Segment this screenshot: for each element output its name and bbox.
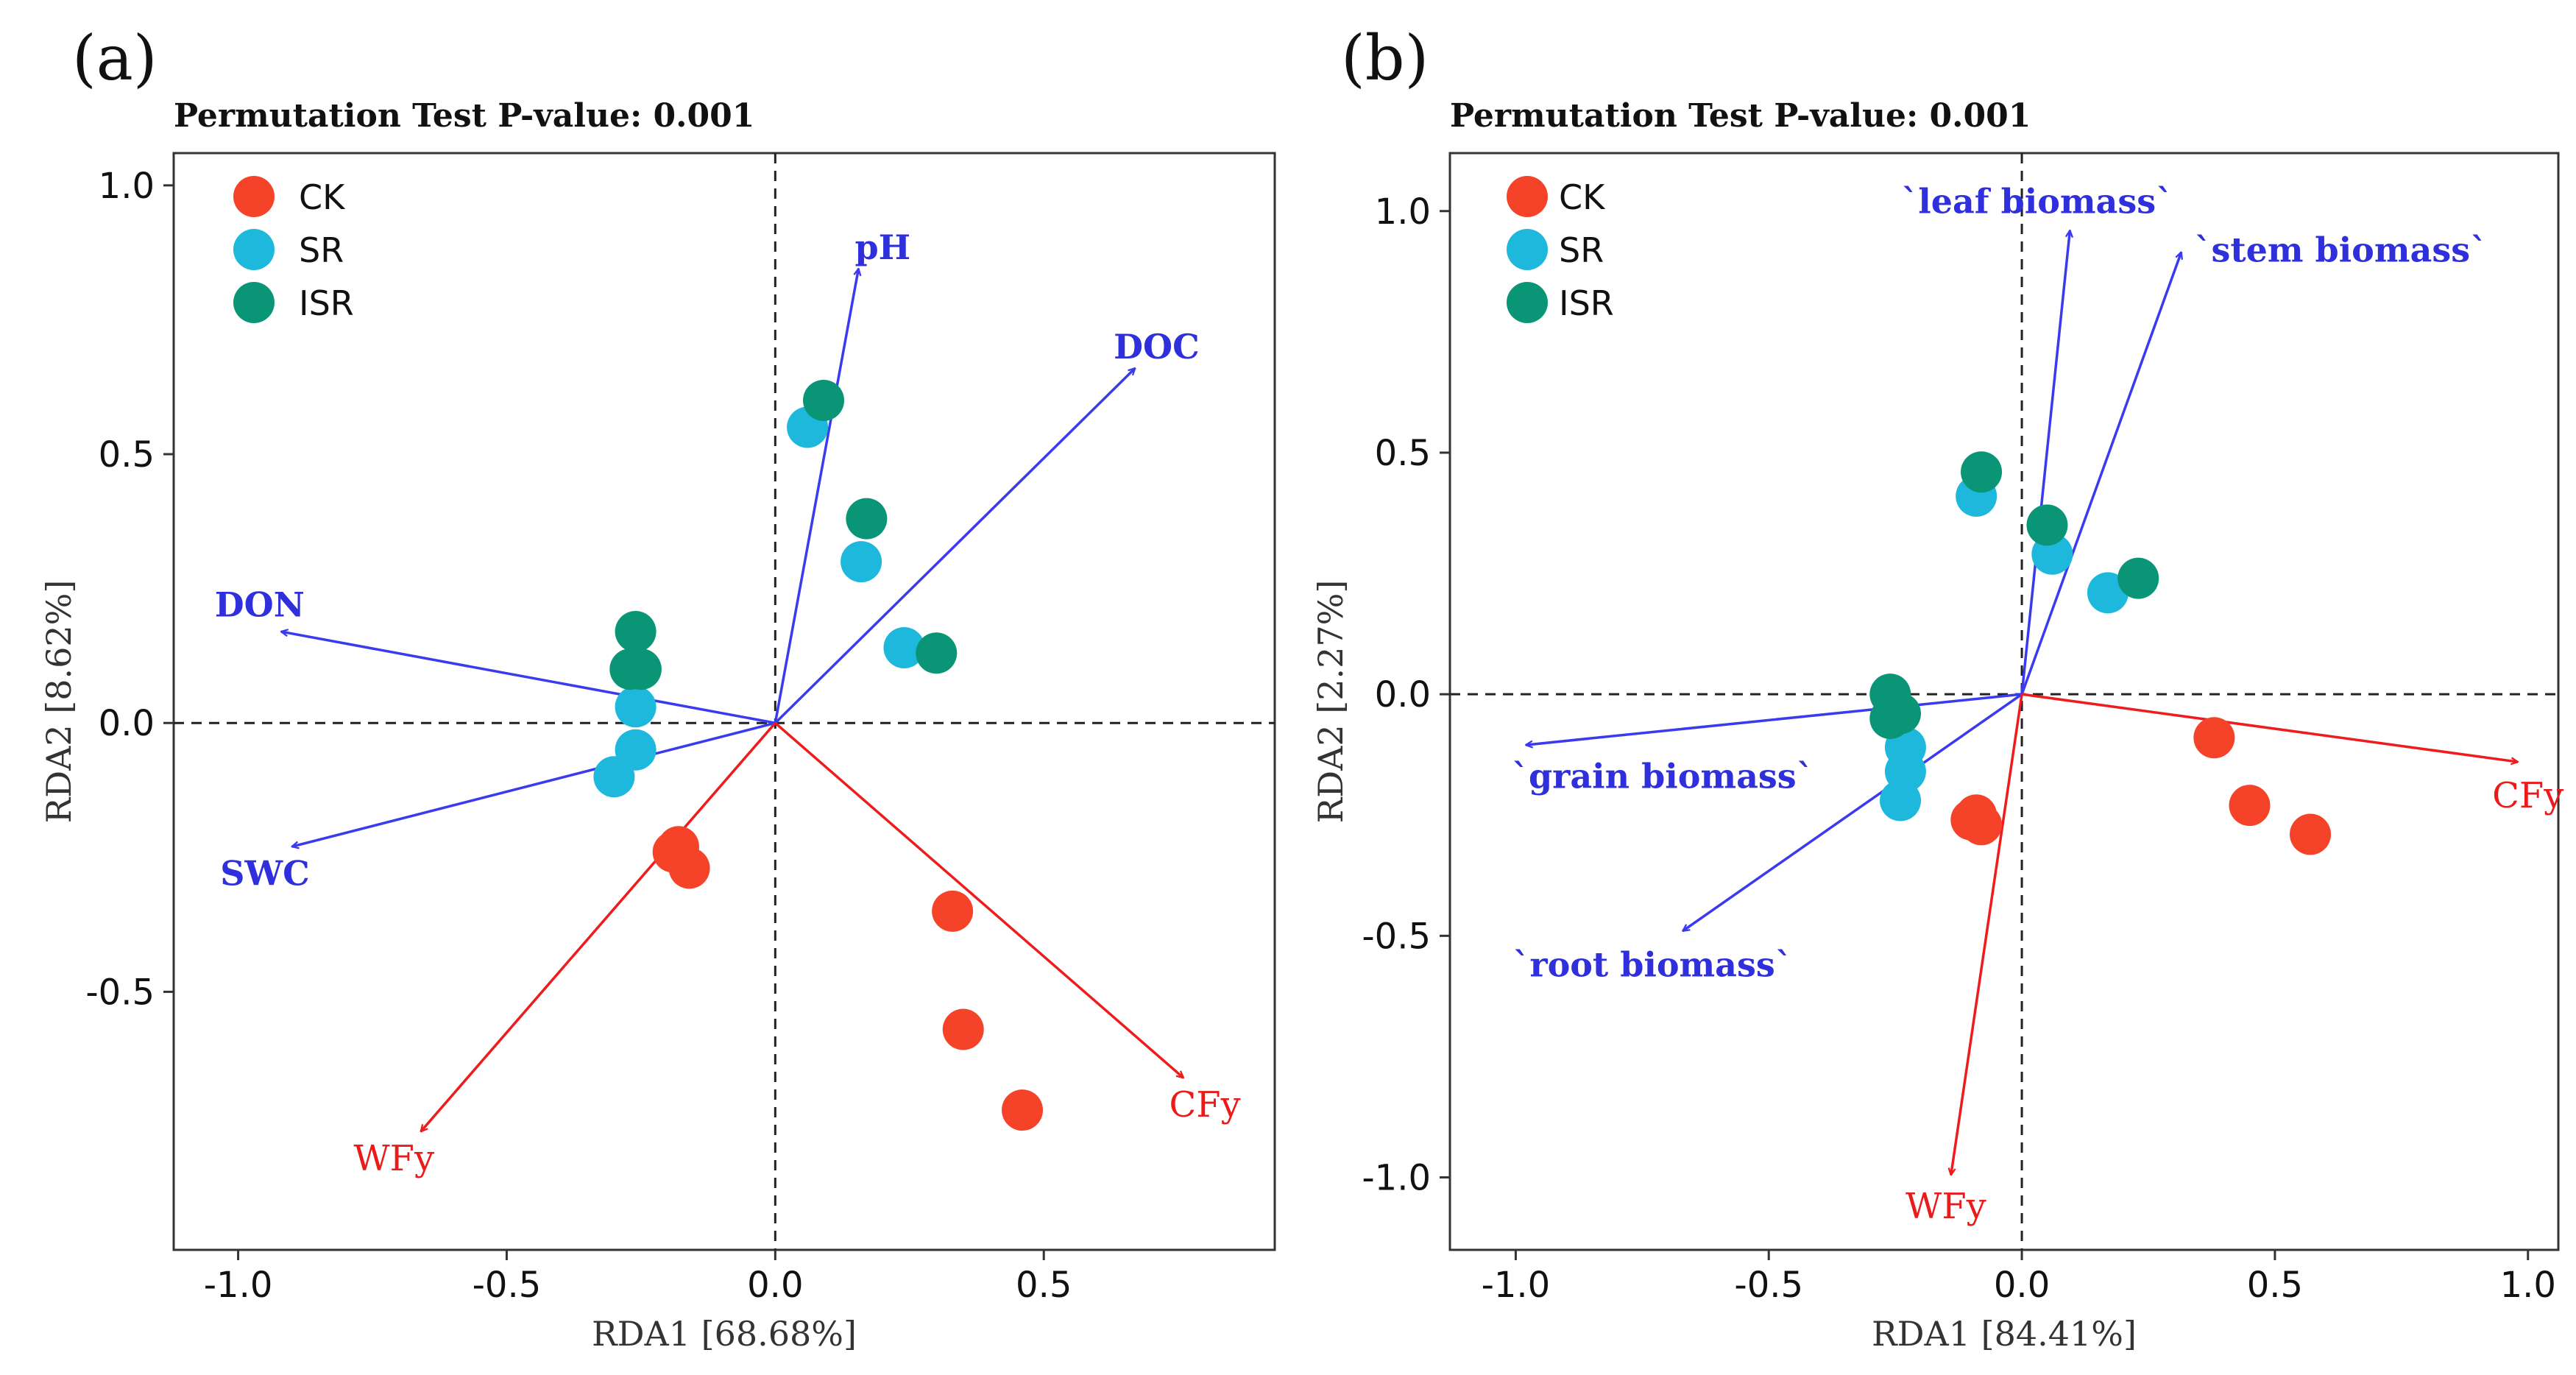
x-tick-label: 0.0: [1994, 1265, 2050, 1306]
arrow-wfy: [421, 722, 776, 1131]
panel-a-ylabel: RDA2 [8.62%]: [39, 580, 79, 824]
panel-a-points: [593, 379, 1044, 1131]
legend-ck-marker: [1507, 176, 1548, 217]
arrow-label-grain-biomass: `grain biomass`: [1512, 757, 1814, 796]
legend-isr-label: ISR: [299, 283, 354, 323]
point-ck: [668, 847, 710, 889]
point-sr: [593, 756, 635, 798]
x-tick-label: 1.0: [2500, 1265, 2556, 1306]
legend-ck-label: CK: [1559, 177, 1606, 217]
arrow-label-cfy: CFy: [1170, 1084, 1241, 1125]
arrow-label-stem-biomass: `stem biomass`: [2194, 230, 2487, 269]
arrow-grain-biomass: [1526, 693, 2023, 745]
panel-a-ticks: -1.0 -0.5 0.0 0.5 1.0 0.5 0.0 -0.5: [85, 166, 1072, 1306]
point-ck: [932, 890, 974, 932]
point-isr: [2026, 504, 2068, 546]
point-sr: [615, 686, 657, 728]
point-isr: [846, 498, 888, 540]
arrow-label-wfy: WFy: [353, 1138, 434, 1179]
arrow-wfy: [1951, 693, 2023, 1175]
arrow-label-root-biomass: `root biomass`: [1512, 945, 1791, 985]
x-tick-label: -0.5: [473, 1265, 542, 1306]
point-isr: [1880, 693, 1922, 735]
panel-a-title: Permutation Test P-value: 0.001: [174, 97, 754, 135]
point-ck: [1002, 1089, 1044, 1131]
y-tick-label: 0.5: [1375, 433, 1431, 474]
legend-sr-marker: [1507, 229, 1548, 270]
panel-a-frame: [172, 152, 1276, 1251]
point-isr: [803, 379, 845, 421]
arrow-label-ph: pH: [854, 227, 910, 267]
x-tick-label: -1.0: [204, 1265, 273, 1306]
legend-isr-marker: [233, 282, 275, 323]
legend-sr-label: SR: [1559, 230, 1604, 270]
arrow-cfy: [774, 721, 1183, 1078]
point-isr: [916, 632, 958, 674]
arrow-label-cfy: CFy: [2492, 775, 2563, 816]
panel-a-arrows: pH DOC DON SWC WFy CFy: [215, 227, 1241, 1179]
legend-isr-marker: [1507, 282, 1548, 323]
legend-isr-label: ISR: [1559, 283, 1614, 323]
panel-b-legend: CK SR ISR: [1507, 176, 1614, 323]
x-tick-label: 0.5: [2247, 1265, 2303, 1306]
y-tick-label: -0.5: [85, 972, 155, 1013]
y-tick-label: 0.0: [1375, 674, 1431, 715]
point-ck: [942, 1008, 984, 1050]
arrow-label-leaf-biomass: `leaf biomass`: [1901, 182, 2173, 222]
point-sr: [841, 541, 882, 583]
x-tick-label: 0.0: [747, 1265, 803, 1306]
x-tick-label: 0.5: [1016, 1265, 1072, 1306]
arrow-leaf-biomass: [2020, 230, 2070, 695]
x-tick-label: -1.0: [1482, 1265, 1551, 1306]
arrow-doc: [774, 368, 1135, 724]
y-tick-label: -1.0: [1362, 1158, 1431, 1199]
arrow-root-biomass: [1682, 693, 2023, 931]
arrow-label-swc: SWC: [220, 854, 310, 894]
panel-b-xlabel: RDA1 [84.41%]: [1872, 1314, 2137, 1354]
legend-sr-marker: [233, 229, 275, 270]
y-tick-label: 0.5: [99, 434, 155, 476]
arrow-ph: [774, 269, 858, 724]
point-sr: [1880, 780, 1922, 821]
y-tick-label: -0.5: [1362, 916, 1431, 957]
panel-a-letter: (a): [72, 22, 158, 94]
panel-a: (a) Permutation Test P-value: 0.001 -1.0…: [39, 22, 1276, 1354]
panel-a-legend: CK SR ISR: [233, 176, 354, 323]
x-tick-label: -0.5: [1734, 1265, 1803, 1306]
legend-sr-label: SR: [299, 230, 344, 270]
point-ck: [2193, 717, 2235, 759]
point-isr: [1961, 451, 2003, 493]
arrow-label-don: DON: [215, 585, 305, 625]
panel-b-points: [1869, 451, 2332, 855]
legend-ck-label: CK: [299, 177, 346, 217]
panel-b-frame: [1448, 152, 2560, 1251]
y-tick-label: 0.0: [99, 703, 155, 744]
panel-b-ylabel: RDA2 [2.27%]: [1311, 580, 1351, 824]
y-tick-label: 1.0: [99, 166, 155, 207]
arrow-stem-biomass: [2020, 252, 2182, 695]
point-ck: [1961, 804, 2003, 846]
legend-ck-marker: [233, 176, 275, 217]
arrow-cfy: [2021, 693, 2518, 762]
y-tick-label: 1.0: [1375, 191, 1431, 233]
arrow-label-wfy: WFy: [1906, 1186, 1986, 1227]
panel-b-arrows: `leaf biomass` `stem biomass` `grain bioma…: [1512, 182, 2563, 1227]
panel-b-ticks: -1.0 -0.5 0.0 0.5 1.0 1.0 0.5 0.0 -0.5 -1.0: [1362, 191, 2556, 1306]
point-ck: [2290, 813, 2332, 855]
point-isr: [620, 648, 662, 690]
panel-a-xlabel: RDA1 [68.68%]: [592, 1314, 857, 1354]
point-sr: [883, 626, 925, 668]
point-isr: [615, 611, 657, 653]
panel-b: (b) Permutation Test P-value: 0.001 -1.0…: [1311, 22, 2563, 1354]
arrow-don: [281, 632, 776, 724]
arrow-swc: [292, 721, 776, 846]
arrow-label-doc: DOC: [1114, 327, 1200, 367]
point-ck: [2229, 785, 2271, 827]
panel-b-letter: (b): [1341, 22, 1429, 94]
panel-b-title: Permutation Test P-value: 0.001: [1450, 97, 2031, 135]
point-isr: [2117, 557, 2159, 599]
